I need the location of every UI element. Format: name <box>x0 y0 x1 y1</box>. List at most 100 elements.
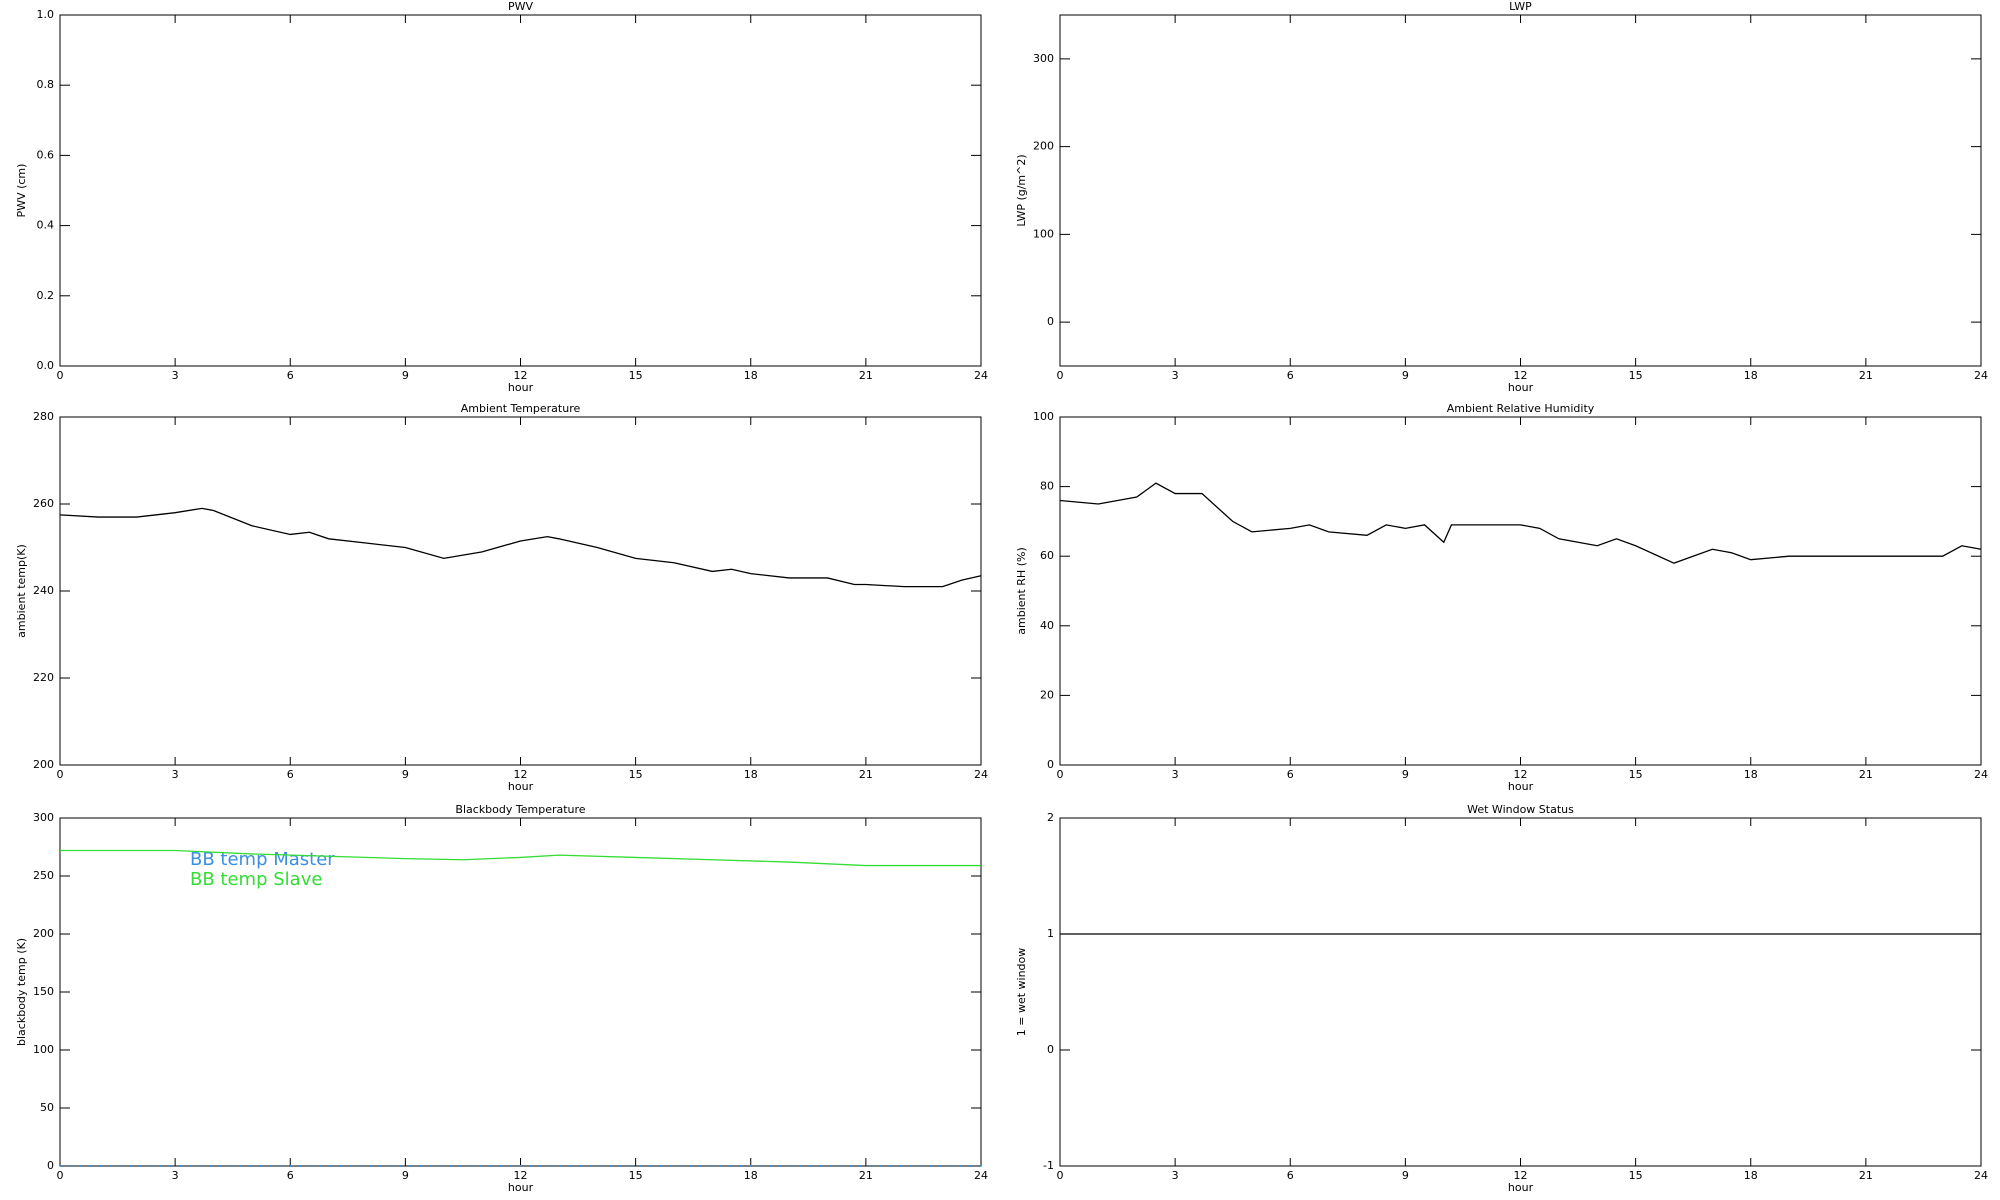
x-tick-label: 6 <box>1287 369 1294 382</box>
x-tick-label: 3 <box>172 1169 179 1182</box>
x-tick-label: 6 <box>1287 768 1294 781</box>
x-tick-label: 3 <box>1172 369 1179 382</box>
plot-frame <box>1059 416 1982 766</box>
y-tick-label: 250 <box>33 869 54 882</box>
y-tick-label: 0 <box>1047 758 1054 771</box>
x-tick-label: 9 <box>1402 768 1409 781</box>
y-tick-label: 0 <box>1047 315 1054 328</box>
chart-title: Wet Window Status <box>1467 803 1574 816</box>
chart-title: Ambient Temperature <box>461 402 581 415</box>
plot-frame <box>59 416 982 766</box>
x-tick-label: 6 <box>287 369 294 382</box>
x-tick-label: 24 <box>1974 369 1988 382</box>
x-tick-label: 24 <box>974 768 988 781</box>
y-tick-label: 20 <box>1040 688 1054 701</box>
y-tick-label: 2 <box>1047 811 1054 824</box>
x-axis-label: hour <box>508 381 534 394</box>
x-tick-label: 15 <box>629 369 643 382</box>
y-tick-label: 260 <box>33 497 54 510</box>
x-tick-label: 24 <box>1974 768 1988 781</box>
x-tick-label: 3 <box>172 768 179 781</box>
x-tick-label: 21 <box>1859 369 1873 382</box>
x-tick-label: 15 <box>1629 369 1643 382</box>
x-tick-label: 15 <box>1629 1169 1643 1182</box>
y-tick-label: 300 <box>1033 52 1054 65</box>
x-tick-label: 21 <box>859 768 873 781</box>
y-tick-label: 1 <box>1047 927 1054 940</box>
y-axis-label: 1 = wet window <box>1015 948 1028 1037</box>
x-tick-label: 18 <box>744 369 758 382</box>
x-tick-label: 6 <box>287 1169 294 1182</box>
x-tick-label: 12 <box>1514 768 1528 781</box>
y-axis-label: ambient RH (%) <box>1015 547 1028 635</box>
x-tick-label: 12 <box>514 1169 528 1182</box>
y-tick-label: 200 <box>33 758 54 771</box>
y-tick-label: 1.0 <box>37 8 55 21</box>
x-tick-label: 18 <box>744 1169 758 1182</box>
x-tick-label: 6 <box>287 768 294 781</box>
y-tick-label: 0.2 <box>37 289 55 302</box>
data-line <box>59 507 982 588</box>
x-tick-label: 18 <box>1744 1169 1758 1182</box>
x-tick-label: 0 <box>57 369 64 382</box>
x-tick-label: 18 <box>1744 369 1758 382</box>
x-tick-label: 9 <box>1402 1169 1409 1182</box>
data-line <box>1059 482 1982 564</box>
x-tick-label: 9 <box>402 768 409 781</box>
y-tick-label: 200 <box>1033 140 1054 153</box>
x-tick-label: 0 <box>57 768 64 781</box>
x-tick-label: 15 <box>1629 768 1643 781</box>
x-tick-label: 0 <box>1057 1169 1064 1182</box>
x-tick-label: 12 <box>1514 1169 1528 1182</box>
x-tick-label: 21 <box>1859 768 1873 781</box>
x-tick-label: 0 <box>1057 369 1064 382</box>
x-tick-label: 0 <box>57 1169 64 1182</box>
x-tick-label: 21 <box>859 1169 873 1182</box>
y-axis-label: blackbody temp (K) <box>15 938 28 1046</box>
y-tick-label: 50 <box>40 1101 54 1114</box>
chart-title: Blackbody Temperature <box>455 803 585 816</box>
y-tick-label: 80 <box>1040 480 1054 493</box>
x-tick-label: 12 <box>514 768 528 781</box>
x-tick-label: 15 <box>629 1169 643 1182</box>
x-tick-label: 21 <box>1859 1169 1873 1182</box>
chart-title: PWV <box>508 0 534 13</box>
x-tick-label: 24 <box>974 1169 988 1182</box>
x-tick-label: 21 <box>859 369 873 382</box>
legend-entry: BB temp Slave <box>190 869 322 890</box>
y-tick-label: 0.8 <box>37 78 55 91</box>
x-tick-label: 9 <box>402 369 409 382</box>
y-tick-label: 300 <box>33 811 54 824</box>
y-tick-label: 0.6 <box>37 148 55 161</box>
x-tick-label: 6 <box>1287 1169 1294 1182</box>
y-tick-label: 0.0 <box>37 359 55 372</box>
x-tick-label: 0 <box>1057 768 1064 781</box>
y-tick-label: 100 <box>33 1043 54 1056</box>
legend-entry: BB temp Master <box>190 849 335 870</box>
x-axis-label: hour <box>1508 381 1534 394</box>
x-axis-label: hour <box>508 780 534 793</box>
x-tick-label: 24 <box>1974 1169 1988 1182</box>
y-tick-label: 0 <box>1047 1043 1054 1056</box>
y-axis-label: PWV (cm) <box>15 164 28 218</box>
plot-frame <box>59 14 982 367</box>
x-tick-label: 3 <box>172 369 179 382</box>
y-tick-label: 100 <box>1033 227 1054 240</box>
x-tick-label: 24 <box>974 369 988 382</box>
plot-frame <box>1059 14 1982 367</box>
x-tick-label: 12 <box>514 369 528 382</box>
x-tick-label: 18 <box>1744 768 1758 781</box>
x-axis-label: hour <box>508 1181 534 1194</box>
y-axis-label: ambient temp(K) <box>15 544 28 638</box>
chart-title: Ambient Relative Humidity <box>1447 402 1595 415</box>
x-tick-label: 3 <box>1172 1169 1179 1182</box>
y-tick-label: -1 <box>1043 1159 1054 1172</box>
x-tick-label: 15 <box>629 768 643 781</box>
y-tick-label: 0 <box>47 1159 54 1172</box>
data-line <box>60 849 981 867</box>
y-tick-label: 240 <box>33 584 54 597</box>
x-tick-label: 9 <box>402 1169 409 1182</box>
x-tick-label: 3 <box>1172 768 1179 781</box>
